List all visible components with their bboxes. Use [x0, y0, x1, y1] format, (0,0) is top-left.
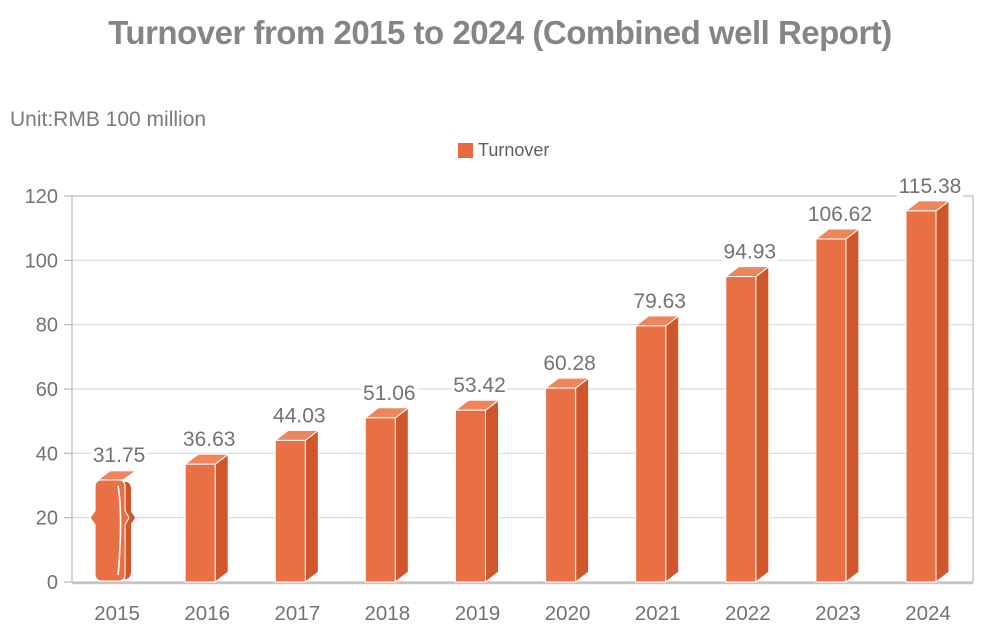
- x-tick-label-2016: 2016: [184, 602, 230, 625]
- x-tick-label-2024: 2024: [905, 602, 951, 625]
- bar-front-face: [455, 409, 486, 583]
- legend-label: Turnover: [478, 140, 550, 160]
- bar-front-face: [725, 276, 757, 583]
- bar-2022: [725, 266, 770, 583]
- x-tick-label-2018: 2018: [364, 602, 410, 625]
- bar-front-face: [635, 325, 667, 583]
- value-label-bg: [361, 382, 418, 404]
- value-label-2024: 115.38: [899, 175, 962, 198]
- unit-label: Unit:RMB 100 million: [10, 108, 207, 131]
- y-tick-label-40: 40: [36, 443, 58, 465]
- value-label-bg: [541, 353, 598, 375]
- value-label-bg: [91, 444, 148, 466]
- bar-side-face: [755, 266, 770, 583]
- bar-side-face: [214, 453, 229, 583]
- bar-2024: [905, 200, 950, 583]
- bar-2019: [455, 399, 499, 583]
- bar-front-face: [89, 479, 130, 582]
- value-label-2017: 44.03: [273, 404, 326, 427]
- y-tick-label-100: 100: [25, 250, 58, 272]
- value-label-bg: [271, 405, 328, 427]
- bar-2018: [364, 407, 409, 583]
- value-label-2019: 53.42: [453, 374, 506, 397]
- bar-highlight-line: [117, 485, 122, 576]
- value-label-2015: 31.75: [93, 444, 146, 467]
- x-tick-label-2022: 2022: [725, 602, 771, 625]
- value-label-2023: 106.62: [808, 203, 872, 226]
- x-tick-label-2020: 2020: [545, 602, 591, 625]
- plot-border: [71, 195, 974, 583]
- bar-front-face: [815, 238, 847, 583]
- y-tick-label-0: 0: [47, 572, 58, 594]
- bar-side-face: [485, 399, 499, 583]
- x-tick-label-2017: 2017: [274, 602, 320, 625]
- value-label-2018: 51.06: [363, 382, 416, 405]
- bar-side-face: [665, 315, 680, 583]
- x-tick-label-2015: 2015: [94, 602, 140, 625]
- bar-front-face: [545, 387, 577, 583]
- bar-front-face: [905, 210, 937, 583]
- legend: Turnover: [458, 140, 549, 161]
- y-tick-label-60: 60: [36, 379, 58, 401]
- bar-side-face: [935, 200, 950, 583]
- bar-front-face: [184, 463, 216, 583]
- value-label-2021: 79.63: [633, 290, 686, 313]
- bar-side-face: [575, 377, 590, 583]
- bar-2021: [635, 315, 680, 583]
- value-label-2020: 60.28: [543, 352, 596, 375]
- bar-2015: [89, 470, 137, 582]
- y-tick-label-80: 80: [36, 315, 58, 337]
- bar-front-face: [274, 439, 306, 583]
- value-label-bg: [631, 290, 688, 312]
- bar-front-face: [364, 417, 396, 583]
- value-label-bg: [806, 204, 874, 225]
- bar-top-face: [97, 470, 137, 481]
- y-tick-label-120: 120: [25, 186, 58, 208]
- value-label-2016: 36.63: [183, 428, 236, 451]
- value-label-bg: [896, 175, 964, 197]
- value-label-2022: 94.93: [724, 241, 777, 264]
- x-tick-label-2019: 2019: [455, 602, 501, 625]
- value-label-bg: [451, 375, 508, 397]
- value-label-bg: [721, 241, 778, 263]
- bar-side-face: [304, 429, 319, 583]
- x-tick-label-2023: 2023: [815, 602, 861, 625]
- bar-side-face: [394, 407, 409, 583]
- bar-2020: [545, 377, 590, 583]
- bar-2023: [815, 228, 860, 583]
- bar-2017: [274, 429, 319, 583]
- y-tick-label-20: 20: [36, 508, 58, 530]
- bar-2016: [184, 453, 229, 583]
- legend-swatch-icon: [458, 143, 473, 158]
- value-label-bg: [181, 429, 238, 451]
- chart-title: Turnover from 2015 to 2024 (Combined wel…: [108, 14, 892, 51]
- x-tick-label-2021: 2021: [635, 602, 681, 625]
- bar-side-face: [845, 228, 860, 583]
